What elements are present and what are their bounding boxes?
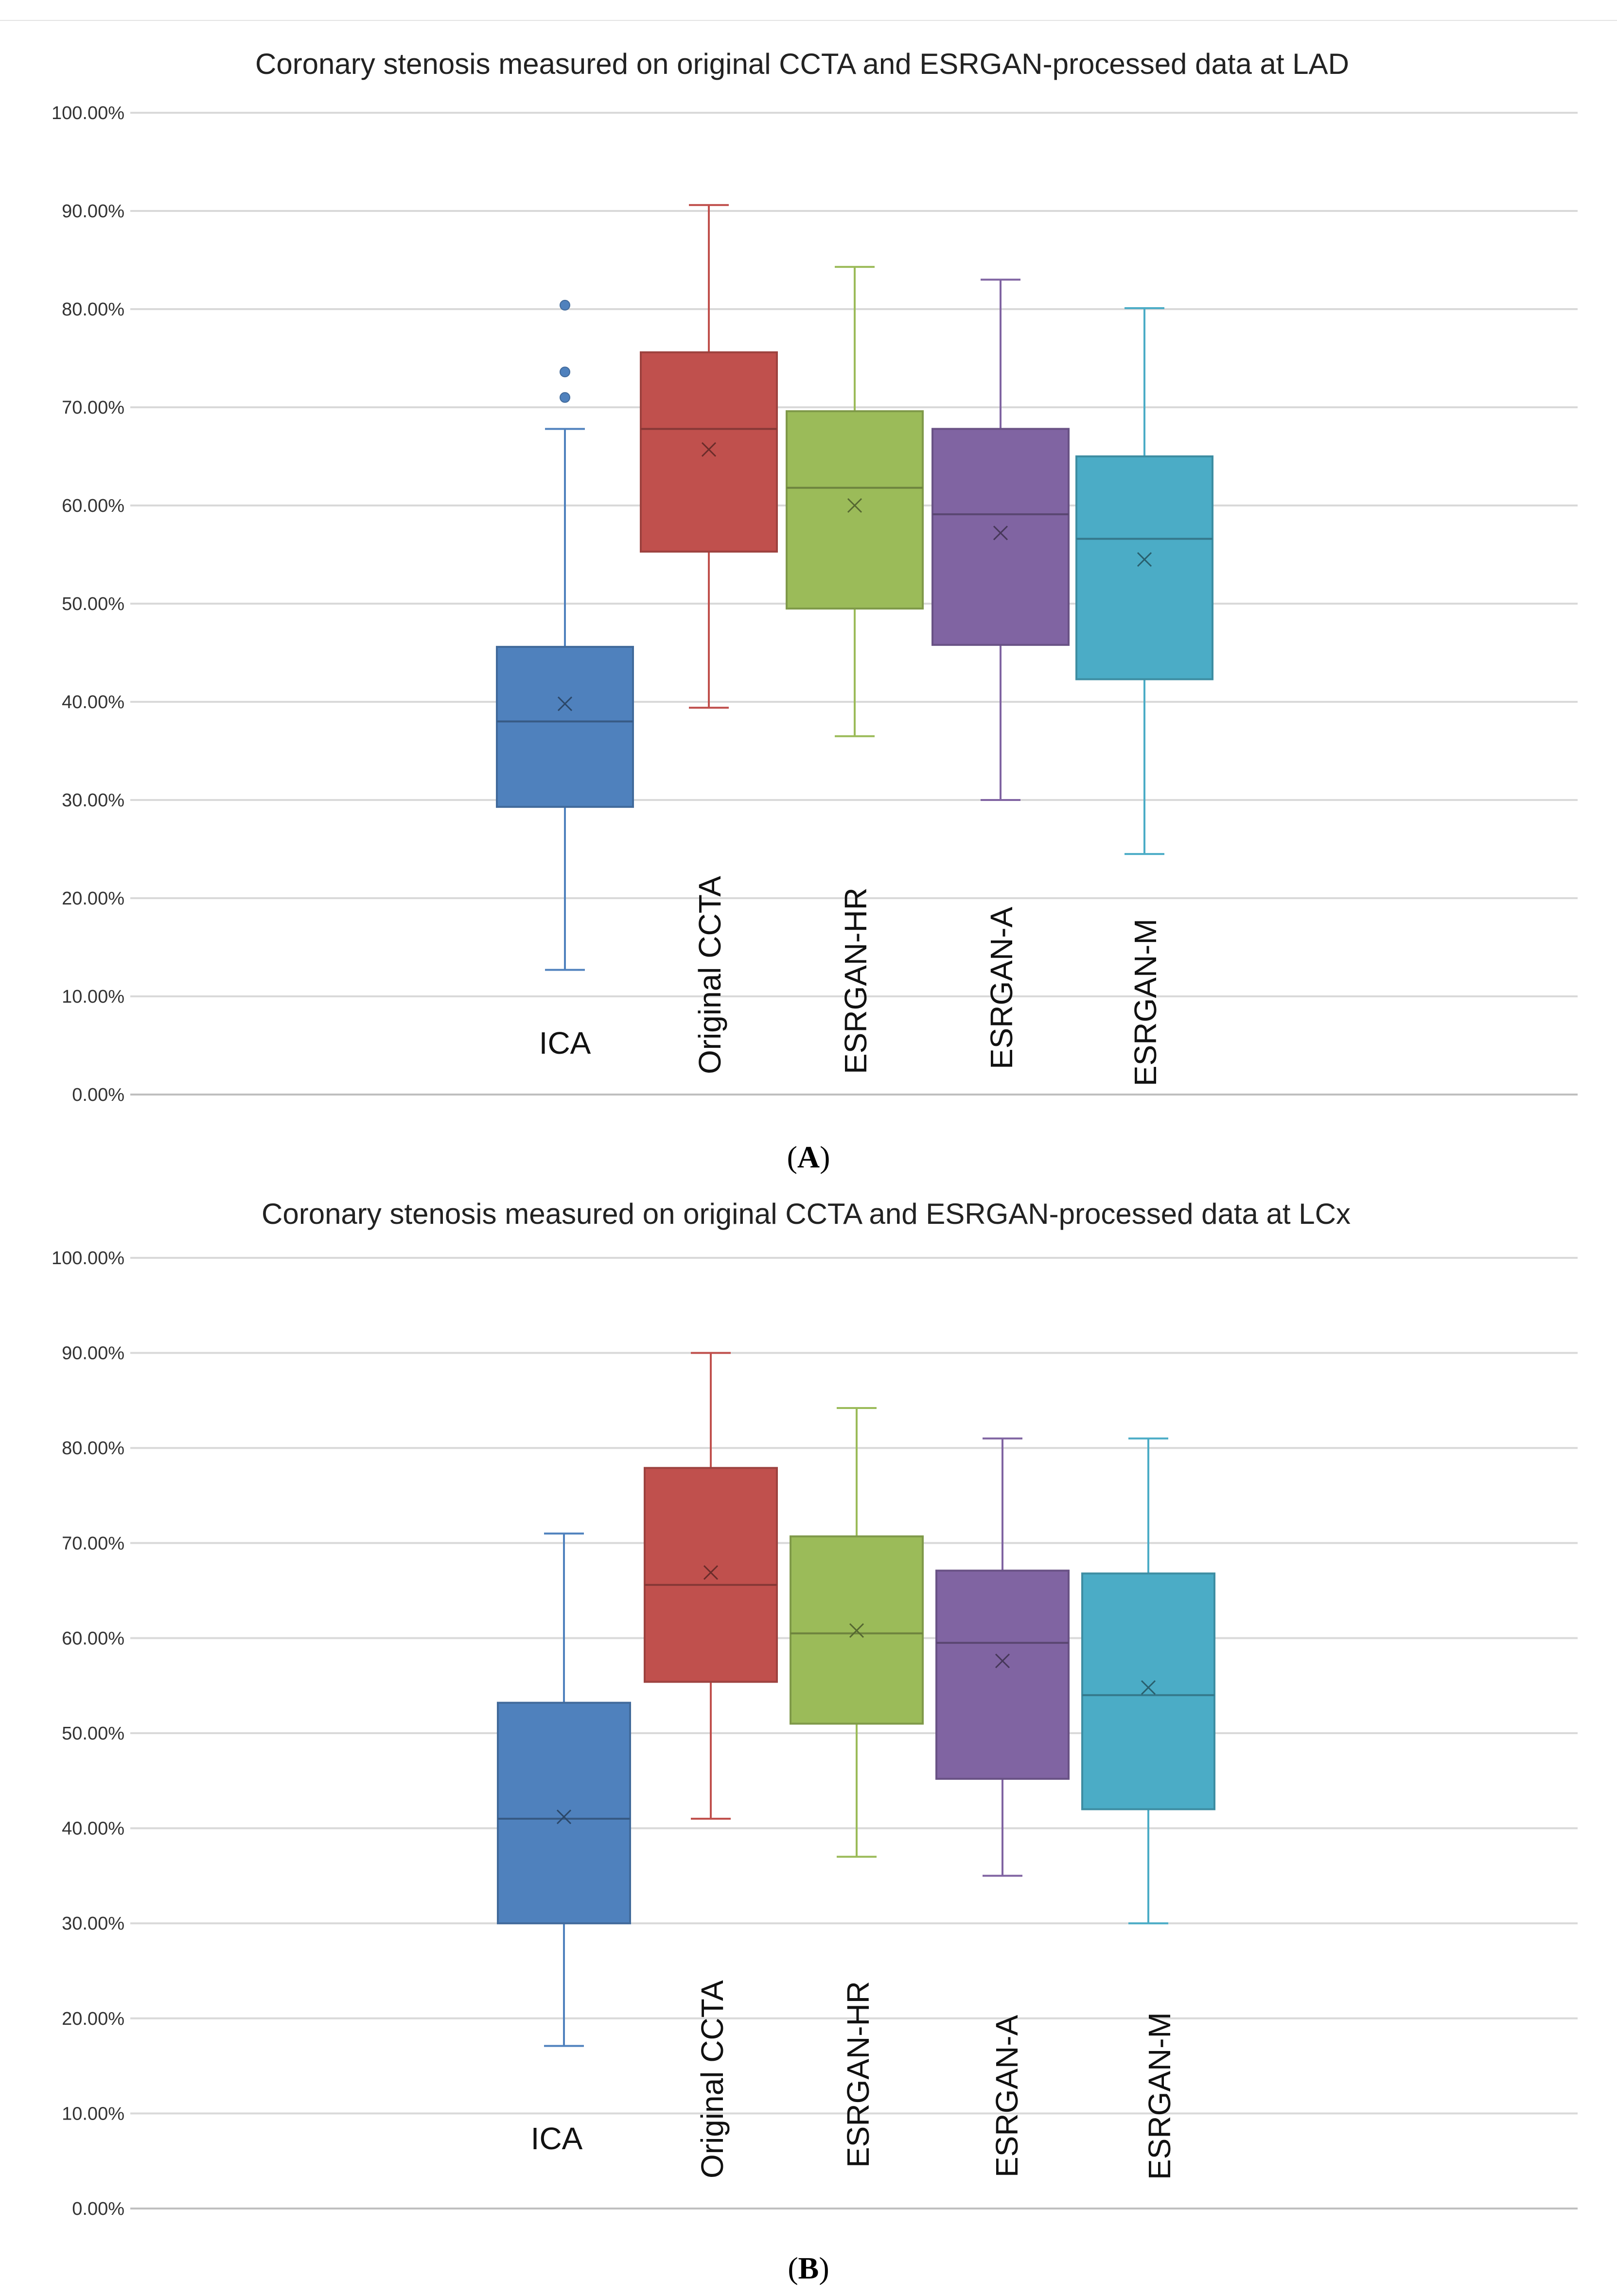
- mean-marker: [1137, 552, 1152, 567]
- y-axis-ticks: 0.00% 10.00% 20.00% 30.00% 40.00% 50.00% 60.00…: [52, 1248, 124, 2219]
- mean-marker: [1141, 1680, 1156, 1695]
- category-label: ESRGAN-HR: [841, 1981, 876, 2168]
- mean-marker: [556, 1809, 572, 1825]
- box-esrgan-hr: [786, 266, 924, 737]
- box-ica: [497, 1532, 631, 2047]
- y-tick-label: 80.00%: [62, 299, 124, 320]
- box-iqr: [1081, 1572, 1215, 1810]
- category-label: Original CCTA: [695, 1980, 730, 2178]
- box-esrgan-hr: [790, 1407, 924, 1858]
- y-tick-label: 10.00%: [62, 2104, 124, 2124]
- box-iqr: [640, 351, 778, 553]
- box-iqr: [935, 1569, 1070, 1780]
- category-label: Original CCTA: [692, 876, 727, 1074]
- category-label: ESRGAN-M: [1142, 2012, 1177, 2180]
- category-label: ICA: [539, 1026, 591, 1061]
- mean-marker: [995, 1653, 1010, 1669]
- y-tick-label: 100.00%: [52, 103, 124, 123]
- mean-marker: [701, 442, 717, 457]
- y-tick-label: 70.00%: [62, 398, 124, 418]
- y-tick-label: 20.00%: [62, 888, 124, 909]
- y-tick-label: 0.00%: [72, 2199, 124, 2219]
- y-tick-label: 40.00%: [62, 1819, 124, 1839]
- box-original-ccta: [640, 204, 778, 709]
- y-tick-label: 80.00%: [62, 1438, 124, 1459]
- box-iqr: [644, 1467, 778, 1683]
- y-tick-label: 50.00%: [62, 1723, 124, 1744]
- category-label: ESRGAN-HR: [838, 887, 873, 1074]
- y-tick-label: 10.00%: [62, 987, 124, 1007]
- mean-marker: [703, 1565, 719, 1580]
- y-tick-label: 90.00%: [62, 201, 124, 222]
- chart-lcx: Coronary stenosis measured on original C…: [52, 1198, 1578, 2219]
- category-label: ESRGAN-A: [984, 906, 1019, 1069]
- outlier-point: [560, 392, 570, 403]
- box-original-ccta: [644, 1352, 778, 1820]
- mean-marker: [993, 525, 1008, 540]
- box-ica: [496, 299, 634, 971]
- category-label: ESRGAN-A: [989, 2015, 1024, 2177]
- panel-label-a: (A): [787, 1140, 830, 1174]
- y-tick-label: 50.00%: [62, 594, 124, 614]
- chart-title: Coronary stenosis measured on original C…: [255, 48, 1349, 80]
- y-tick-label: 60.00%: [62, 1628, 124, 1649]
- y-tick-label: 40.00%: [62, 692, 124, 713]
- box-iqr: [496, 645, 634, 808]
- box-esrgan-a: [932, 278, 1070, 801]
- box-iqr: [786, 410, 924, 610]
- chart-title: Coronary stenosis measured on original C…: [262, 1198, 1351, 1230]
- y-tick-label: 70.00%: [62, 1533, 124, 1554]
- y-tick-label: 90.00%: [62, 1343, 124, 1364]
- category-label: ICA: [531, 2121, 583, 2156]
- outlier-point: [560, 299, 570, 311]
- box-esrgan-m: [1081, 1437, 1215, 1925]
- mean-marker: [847, 498, 862, 513]
- outlier-point: [560, 366, 570, 378]
- box-esrgan-m: [1075, 307, 1213, 855]
- y-tick-label: 30.00%: [62, 790, 124, 811]
- category-label: ESRGAN-M: [1128, 919, 1163, 1086]
- boxplots: [496, 204, 1213, 971]
- category-labels: ICA Original CCTA ESRGAN-HR ESRGAN-A ESRGAN-…: [539, 876, 1163, 1086]
- boxplots: [497, 1352, 1215, 2047]
- box-iqr: [497, 1702, 631, 1925]
- y-tick-label: 0.00%: [72, 1085, 124, 1105]
- panel-label-b: (B): [788, 2251, 829, 2285]
- category-labels: ICA Original CCTA ESRGAN-HR ESRGAN-A ESRGAN-…: [531, 1980, 1177, 2180]
- y-tick-label: 60.00%: [62, 496, 124, 516]
- mean-marker: [557, 696, 573, 712]
- box-iqr: [1075, 455, 1213, 680]
- y-axis-ticks: 0.00% 10.00% 20.00% 30.00% 40.00% 50.00% 60.00…: [52, 103, 124, 1105]
- mean-marker: [849, 1623, 864, 1638]
- chart-lad: Coronary stenosis measured on original C…: [0, 20, 1617, 1105]
- box-esrgan-a: [935, 1437, 1070, 1877]
- y-tick-label: 100.00%: [52, 1248, 124, 1269]
- box-iqr: [932, 428, 1070, 646]
- y-tick-label: 20.00%: [62, 2009, 124, 2029]
- y-tick-label: 30.00%: [62, 1913, 124, 1934]
